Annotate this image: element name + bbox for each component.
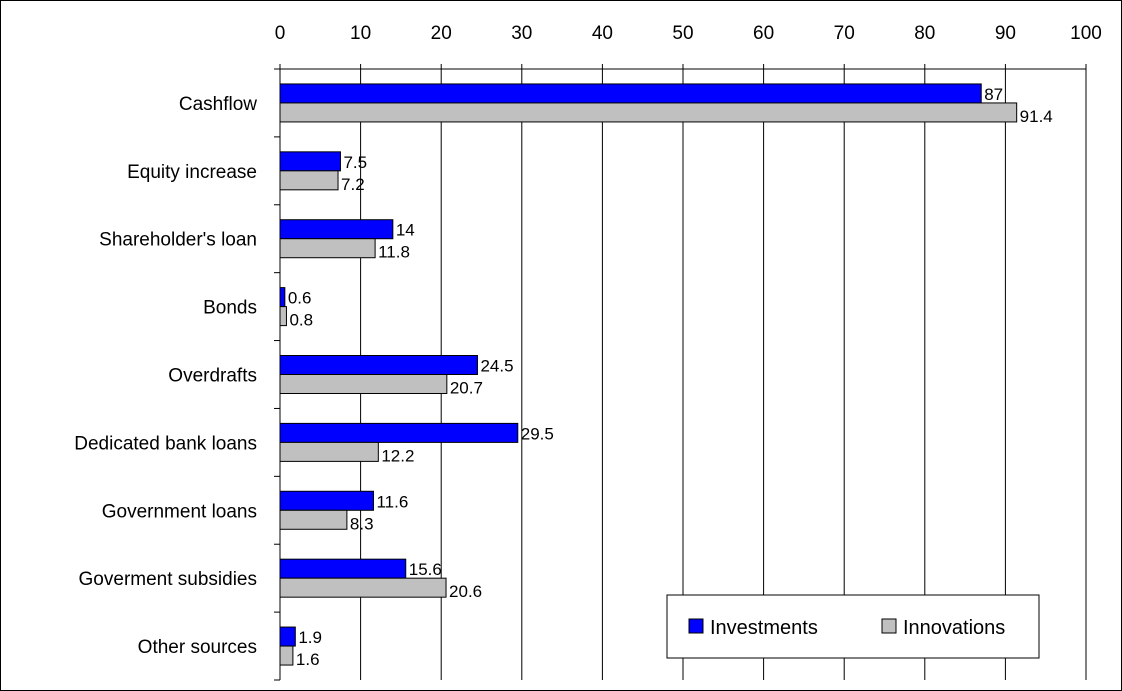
x-tick-label: 90 bbox=[995, 23, 1016, 44]
category-label: Bonds bbox=[203, 298, 257, 319]
data-label-innovations: 8.3 bbox=[350, 514, 374, 533]
category-label: Other sources bbox=[138, 637, 257, 658]
category-label: Shareholder's loan bbox=[99, 230, 257, 251]
bars bbox=[279, 83, 1018, 666]
data-label-innovations: 1.6 bbox=[296, 650, 320, 669]
category-label: Overdrafts bbox=[168, 366, 257, 387]
data-labels: 87 91.4 7.5 7.2 14 11.8 0.6 0.8 24.5 20.7 29.5 12.2… bbox=[288, 85, 1053, 669]
legend-swatch-investments bbox=[688, 618, 704, 634]
bar-investments bbox=[279, 219, 394, 240]
x-tick-label: 20 bbox=[431, 23, 452, 44]
data-label-investments: 15.6 bbox=[409, 560, 442, 579]
bar-innovations bbox=[279, 374, 448, 394]
legend-label-investments: Investments bbox=[710, 617, 818, 639]
bar-innovations bbox=[279, 645, 294, 666]
data-label-innovations: 20.6 bbox=[449, 582, 482, 601]
x-tick-label: 30 bbox=[511, 23, 532, 44]
bar-investments bbox=[279, 287, 286, 308]
bar-investments bbox=[279, 355, 478, 375]
data-label-investments: 24.5 bbox=[480, 357, 513, 376]
category-labels: Cashflow Equity increase Shareholder's loa… bbox=[74, 94, 257, 658]
bar-investments bbox=[279, 626, 296, 647]
data-label-investments: 29.5 bbox=[521, 424, 554, 443]
bar-investments bbox=[279, 490, 374, 511]
legend-box bbox=[666, 594, 1040, 659]
bar-innovations bbox=[279, 509, 348, 530]
data-label-investments: 87 bbox=[984, 85, 1003, 104]
bar-investments bbox=[279, 558, 407, 579]
bar-investments bbox=[279, 151, 341, 172]
data-label-investments: 1.9 bbox=[298, 628, 322, 647]
data-label-investments: 11.6 bbox=[376, 492, 408, 511]
x-tick-label: 40 bbox=[592, 23, 613, 44]
x-tick-label: 100 bbox=[1070, 23, 1102, 44]
x-tick-label: 80 bbox=[914, 23, 935, 44]
data-label-investments: 14 bbox=[396, 221, 415, 240]
x-tick-label: 0 bbox=[275, 23, 286, 44]
legend-swatch-innovations bbox=[881, 618, 897, 634]
bar-investments bbox=[279, 422, 519, 443]
data-label-innovations: 12.2 bbox=[381, 446, 414, 465]
data-label-innovations: 11.8 bbox=[378, 243, 410, 262]
category-label: Government loans bbox=[102, 501, 257, 522]
x-tick-label: 50 bbox=[672, 23, 693, 44]
data-label-innovations: 0.8 bbox=[289, 311, 313, 330]
legend-label-innovations: Innovations bbox=[903, 617, 1005, 639]
bar-innovations bbox=[279, 102, 1018, 123]
data-label-innovations: 7.2 bbox=[341, 175, 365, 194]
category-label: Equity increase bbox=[127, 162, 257, 183]
data-label-innovations: 20.7 bbox=[450, 379, 483, 398]
legend: Investments Innovations bbox=[666, 594, 1040, 659]
bar-innovations bbox=[279, 238, 376, 259]
x-tick-label: 60 bbox=[753, 23, 774, 44]
x-tick-label: 70 bbox=[834, 23, 855, 44]
data-label-innovations: 91.4 bbox=[1020, 107, 1053, 126]
bar-investments bbox=[279, 83, 982, 104]
bar-innovations bbox=[279, 170, 339, 191]
x-tick-label: 10 bbox=[350, 23, 371, 44]
bar-innovations bbox=[279, 577, 447, 598]
category-label: Goverment subsidies bbox=[79, 569, 257, 590]
data-label-investments: 0.6 bbox=[288, 289, 312, 308]
category-label: Dedicated bank loans bbox=[74, 433, 257, 454]
data-label-investments: 7.5 bbox=[343, 153, 367, 172]
bar-innovations bbox=[279, 306, 287, 327]
category-label: Cashflow bbox=[179, 94, 257, 115]
bar-innovations bbox=[279, 441, 379, 462]
